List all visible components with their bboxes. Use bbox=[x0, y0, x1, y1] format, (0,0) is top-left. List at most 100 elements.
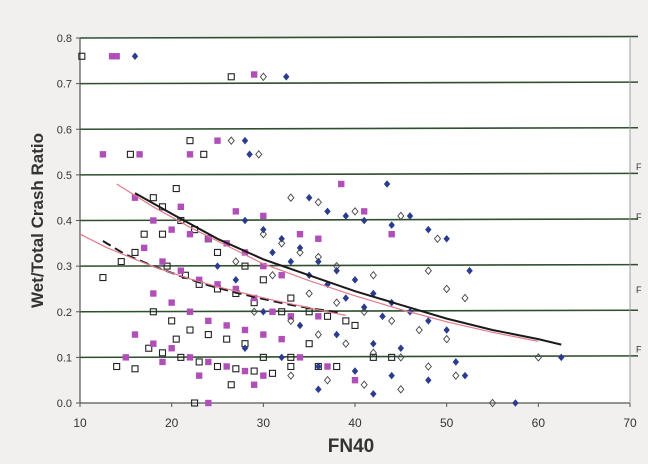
open-square-point-0 bbox=[78, 52, 86, 60]
blue-diamond-point-8 bbox=[360, 216, 368, 225]
open-diamond-point-5 bbox=[351, 207, 359, 216]
open-square-point-57 bbox=[305, 340, 313, 348]
fit-lines bbox=[79, 183, 562, 346]
blue-diamond-point-5 bbox=[305, 193, 313, 202]
magenta-square-point-4 bbox=[136, 151, 143, 158]
blue-diamond-point-38 bbox=[241, 344, 249, 353]
open-square-point-31 bbox=[195, 358, 203, 366]
gridline-y-6 bbox=[79, 126, 639, 131]
open-diamond-point-23 bbox=[314, 330, 322, 339]
gridline-y-1 bbox=[79, 355, 639, 359]
magenta-square-point-23 bbox=[250, 294, 258, 302]
open-square-point-5 bbox=[227, 73, 235, 81]
open-square-point-26 bbox=[223, 335, 231, 343]
open-square-point-45 bbox=[287, 294, 295, 302]
open-square-point-35 bbox=[268, 369, 277, 377]
magenta-square-point-17 bbox=[140, 244, 148, 252]
gridlines bbox=[79, 35, 639, 359]
blue-diamond-point-7 bbox=[342, 212, 350, 220]
open-square-point-24 bbox=[186, 326, 194, 334]
x-tick-label-0: 10 bbox=[73, 416, 87, 430]
blue-diamond-point-31 bbox=[360, 303, 368, 311]
magenta-square-point-45 bbox=[195, 372, 203, 379]
blue-diamond-point-43 bbox=[425, 376, 432, 384]
tick-labels: 10 20 30 40 50 60 70 0.0 0.1 0.2 0.3 0.4 0.5 0.6 0.7 0.… bbox=[57, 33, 637, 430]
open-square-point-12 bbox=[131, 248, 139, 256]
magenta-square-point-5 bbox=[214, 137, 221, 144]
open-square-point-3 bbox=[186, 137, 194, 145]
blue-diamond-point-3 bbox=[246, 150, 253, 159]
magenta-square-point-12 bbox=[205, 235, 212, 242]
magenta-square-point-24 bbox=[269, 308, 276, 315]
magenta-square-point-40 bbox=[223, 363, 230, 370]
right-edge-label-2: F bbox=[636, 285, 642, 295]
open-square-point-23 bbox=[168, 317, 176, 325]
open-square-point-36 bbox=[287, 362, 295, 371]
open-diamond-point-30 bbox=[323, 375, 332, 385]
open-diamond-point-18 bbox=[388, 316, 396, 326]
open-diamond-point-35 bbox=[232, 257, 240, 266]
open-square-point-29 bbox=[158, 349, 167, 357]
blue-diamond-point-18 bbox=[315, 257, 322, 266]
open-square-point-21 bbox=[278, 308, 286, 316]
magenta-square-point-52 bbox=[296, 354, 304, 361]
open-square-point-51 bbox=[388, 353, 396, 361]
magenta-square-point-33 bbox=[260, 331, 267, 338]
blue-diamond-point-6 bbox=[324, 207, 331, 216]
magenta-square-point-39 bbox=[205, 358, 212, 366]
open-diamond-point-10 bbox=[314, 252, 322, 262]
open-diamond-point-3 bbox=[287, 193, 295, 202]
open-square-point-50 bbox=[369, 353, 377, 361]
right-edge-label-3: F bbox=[636, 344, 642, 354]
open-diamond-point-16 bbox=[333, 298, 341, 307]
blue-diamond-point-44 bbox=[461, 371, 469, 380]
open-square-point-40 bbox=[227, 381, 235, 389]
open-square-point-22 bbox=[149, 308, 157, 316]
blue-diamond-point-9 bbox=[388, 221, 395, 229]
open-square-point-52 bbox=[259, 353, 267, 361]
magenta-square-point-38 bbox=[186, 354, 194, 361]
open-square-point-43 bbox=[241, 262, 249, 270]
blue-diamond-point-51 bbox=[452, 358, 460, 366]
right-edge-label-1: F bbox=[636, 212, 642, 222]
magenta-square-point-6 bbox=[186, 151, 194, 158]
magenta-square-point-14 bbox=[241, 249, 249, 256]
open-diamond-point-11 bbox=[333, 261, 341, 271]
blue-diamond-point-32 bbox=[379, 312, 386, 321]
blue-diamond-point-49 bbox=[214, 262, 221, 270]
magenta-square-point-34 bbox=[278, 335, 285, 343]
x-tick-label-2: 30 bbox=[257, 416, 271, 430]
blue-diamond-point-42 bbox=[388, 371, 395, 380]
magenta-square-point-22 bbox=[232, 285, 240, 293]
x-tick-label-6: 70 bbox=[623, 416, 637, 430]
open-square-point-1 bbox=[126, 150, 134, 158]
open-square-point-55 bbox=[333, 362, 341, 371]
open-square-point-4 bbox=[200, 150, 208, 158]
open-diamond-point-4 bbox=[314, 197, 322, 207]
open-diamond-point-28 bbox=[452, 371, 460, 380]
open-square-point-11 bbox=[140, 230, 148, 238]
open-diamond-point-36 bbox=[268, 270, 277, 280]
magenta-square-point-3 bbox=[99, 151, 107, 158]
open-diamond-point-14 bbox=[443, 284, 451, 294]
magenta-square-point-37 bbox=[168, 345, 175, 352]
blue-diamond-point-13 bbox=[466, 266, 473, 275]
blue-diamond-point-30 bbox=[342, 294, 350, 302]
magenta-square-point-35 bbox=[131, 331, 139, 338]
magenta-square-point-32 bbox=[241, 326, 249, 334]
open-diamond-point-7 bbox=[259, 229, 267, 239]
magenta-square-point-54 bbox=[351, 376, 359, 384]
blue-diamond-point-45 bbox=[315, 385, 322, 394]
blue-diamond-point-34 bbox=[296, 321, 304, 330]
open-square-point-15 bbox=[163, 262, 171, 270]
blue-diamond-point-1 bbox=[283, 72, 290, 81]
open-diamond-point-38 bbox=[461, 293, 469, 303]
magenta-square-point-51 bbox=[388, 230, 395, 238]
open-square-point-53 bbox=[287, 353, 295, 361]
open-diamond-point-19 bbox=[415, 325, 423, 335]
open-square-point-41 bbox=[158, 230, 167, 238]
magenta-square-point-28 bbox=[168, 299, 175, 306]
open-diamond-point-37 bbox=[433, 234, 442, 244]
blue-diamond-point-19 bbox=[333, 266, 340, 275]
